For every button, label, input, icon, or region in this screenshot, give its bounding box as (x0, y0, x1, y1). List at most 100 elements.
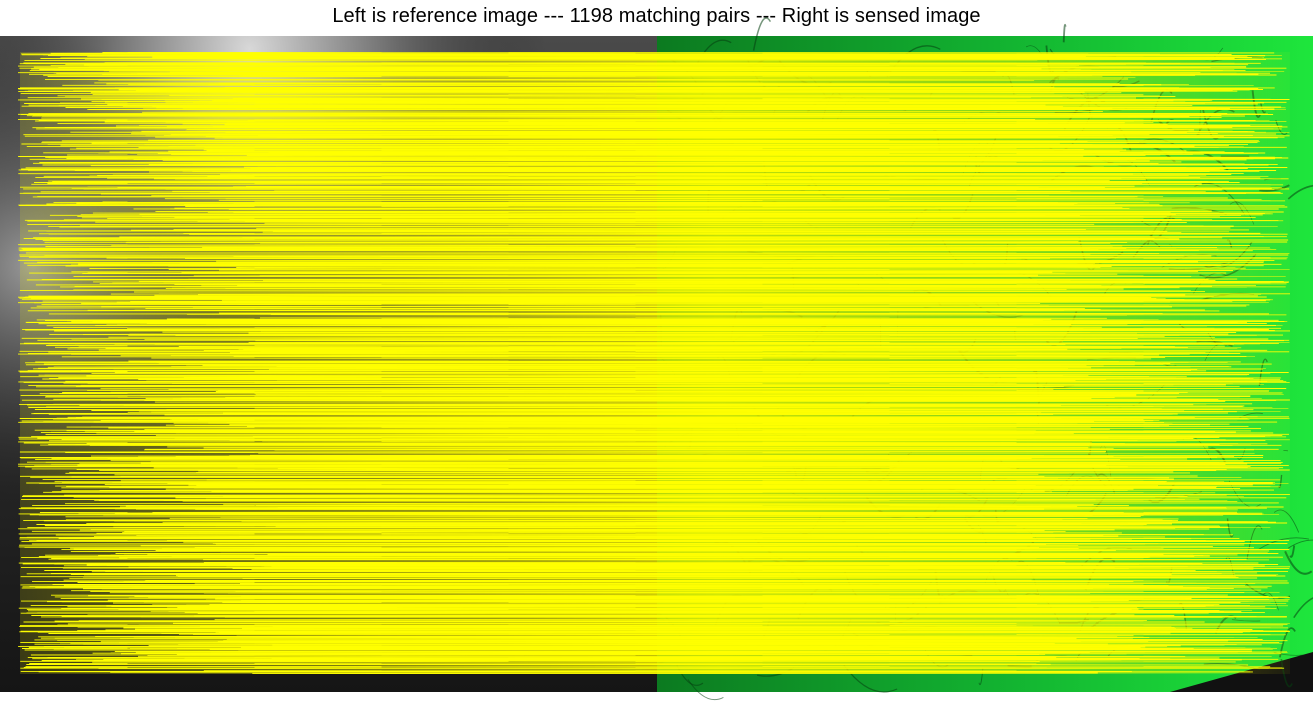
match-line (233, 98, 1031, 99)
match-line (20, 452, 1106, 453)
match-line (53, 404, 1252, 405)
match-line (158, 154, 1204, 155)
match-line (263, 410, 1254, 411)
match-line (174, 284, 1144, 285)
match-line (76, 417, 1150, 418)
match-line (258, 136, 1208, 137)
match-line (58, 96, 1056, 97)
match-line (252, 569, 1254, 570)
match-line (37, 438, 1219, 439)
match-line (31, 654, 1045, 655)
match-line (31, 413, 1228, 414)
match-line (19, 626, 1043, 627)
match-line (92, 143, 1140, 144)
match-line (31, 308, 1085, 309)
match-line (121, 356, 1247, 357)
match-line (21, 557, 1161, 558)
match-line (52, 330, 1231, 331)
match-line (42, 304, 1250, 305)
match-line (60, 286, 1212, 287)
match-line (19, 534, 1204, 535)
match-line (244, 147, 1287, 148)
match-line (136, 535, 1233, 536)
match-line (55, 482, 1275, 483)
match-line (105, 484, 1253, 485)
match-line (30, 477, 1058, 478)
match-line (48, 586, 1144, 587)
match-line (19, 248, 1217, 249)
match-line (163, 522, 1276, 523)
match-line (70, 548, 1254, 549)
match-line (97, 175, 1206, 176)
match-line (183, 109, 1112, 110)
match-line (39, 70, 1245, 71)
match-line (131, 264, 1281, 265)
match-line (32, 543, 1158, 544)
match-line (102, 53, 1088, 54)
match-line (61, 609, 1132, 610)
match-line (207, 177, 1200, 178)
match-line (53, 419, 1249, 420)
match-line (122, 532, 1122, 533)
match-line (45, 397, 1115, 398)
match-line (144, 145, 1050, 146)
match-line (240, 583, 1289, 584)
match-line (18, 156, 1083, 157)
match-line (252, 673, 1098, 674)
match-line (20, 290, 1067, 291)
match-line (29, 407, 1154, 408)
match-line (111, 392, 1283, 393)
match-line (41, 432, 1068, 433)
match-line (219, 200, 1285, 201)
match-line (21, 114, 1256, 115)
match-line (71, 551, 1269, 552)
match-line (128, 85, 1254, 86)
match-line (65, 64, 1079, 65)
match-line (247, 322, 1285, 323)
match-line (67, 606, 1205, 607)
match-line (45, 79, 1128, 80)
match-line (256, 505, 1047, 506)
match-line (268, 554, 1194, 555)
match-line (20, 661, 1236, 662)
match-line (219, 270, 1233, 271)
match-line (35, 587, 1267, 588)
match-line (18, 303, 1040, 304)
match-line (110, 672, 1250, 673)
match-line (185, 207, 1287, 208)
match-line (57, 76, 1102, 77)
match-line (54, 72, 1132, 73)
match-line (23, 520, 1062, 521)
match-line (47, 184, 1201, 185)
match-line (41, 638, 1045, 639)
match-line (106, 630, 1253, 631)
match-line (126, 243, 1111, 244)
match-line (162, 332, 1137, 333)
match-line (115, 474, 1039, 475)
match-line (204, 350, 1267, 351)
match-line (121, 481, 1167, 482)
match-line (86, 376, 1149, 377)
match-line (269, 152, 1060, 153)
match-line (28, 370, 1080, 371)
match-line (71, 590, 1261, 591)
match-line (179, 634, 1286, 635)
match-line (142, 216, 1220, 217)
match-line (43, 479, 1174, 480)
match-line (79, 253, 1159, 254)
match-line (272, 658, 1058, 659)
match-line (108, 600, 1269, 601)
match-line (253, 174, 1133, 175)
match-line (134, 291, 1205, 292)
match-line (230, 353, 1240, 354)
match-line (39, 162, 1181, 163)
match-line (151, 412, 1237, 413)
match-line (169, 146, 1195, 147)
match-line (18, 466, 1128, 467)
match-line (171, 134, 1109, 135)
match-line (198, 222, 1187, 223)
match-line (19, 351, 1229, 352)
match-line (145, 449, 1114, 450)
